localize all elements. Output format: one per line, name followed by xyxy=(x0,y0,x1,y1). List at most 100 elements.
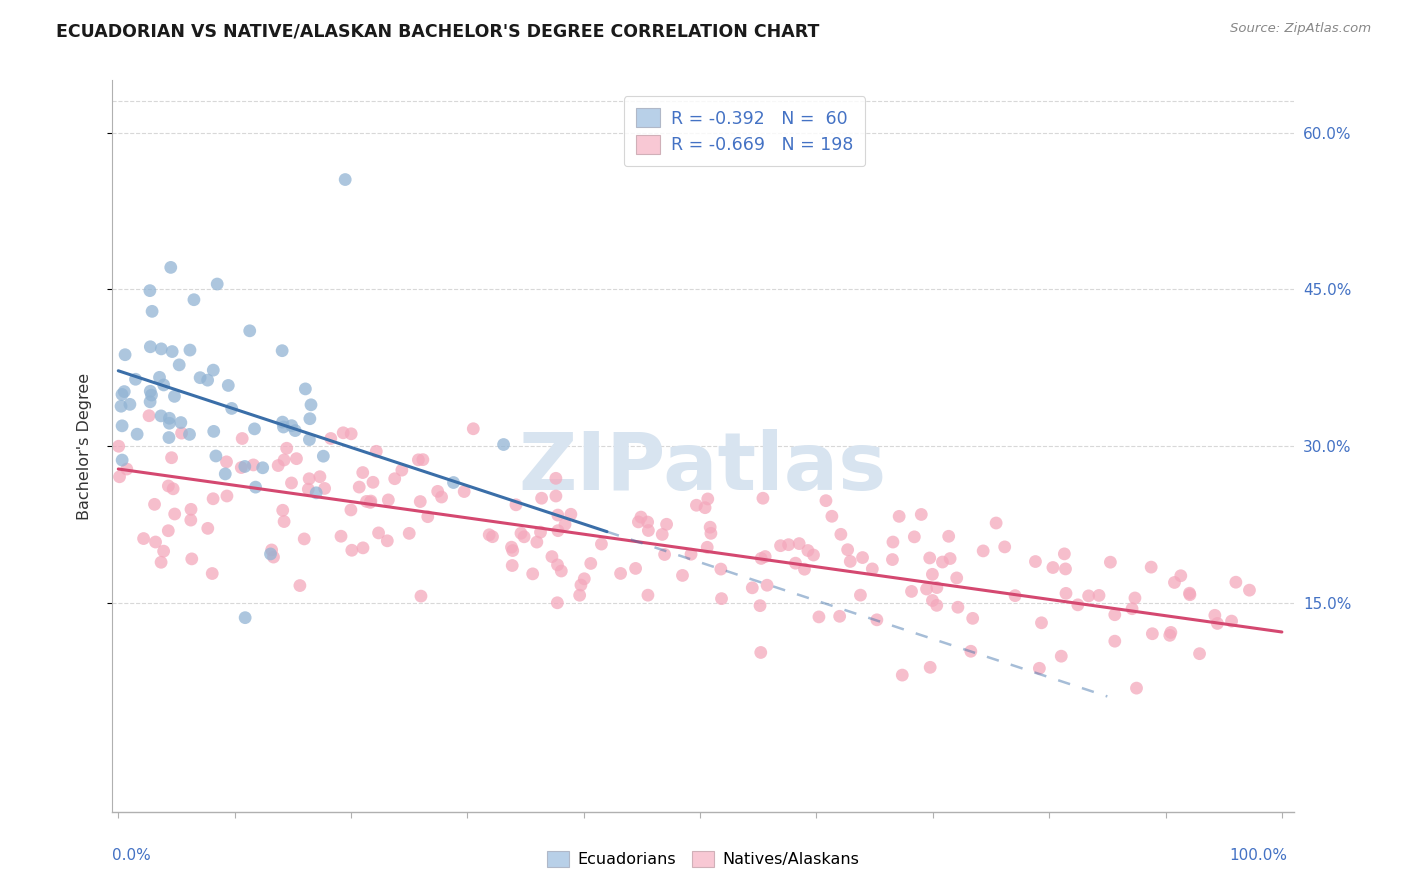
Point xyxy=(349,480,371,494)
Point xyxy=(205,449,228,463)
Point xyxy=(305,485,328,500)
Point xyxy=(787,536,810,550)
Point xyxy=(510,526,533,541)
Point xyxy=(560,508,582,522)
Point xyxy=(797,543,820,558)
Point xyxy=(1140,560,1163,574)
Point xyxy=(233,610,256,624)
Point xyxy=(1220,614,1243,628)
Point xyxy=(118,397,141,411)
Point xyxy=(356,494,378,508)
Point xyxy=(814,493,837,508)
Point xyxy=(837,542,859,557)
Point xyxy=(242,458,264,472)
Point xyxy=(972,544,994,558)
Point xyxy=(110,399,132,413)
Point xyxy=(501,540,523,554)
Point xyxy=(939,551,962,566)
Point xyxy=(547,508,569,522)
Point xyxy=(426,484,449,499)
Point xyxy=(544,489,567,503)
Point xyxy=(1178,588,1201,602)
Point xyxy=(298,411,321,425)
Point xyxy=(1125,681,1147,695)
Point xyxy=(138,409,160,423)
Point xyxy=(526,535,548,549)
Point xyxy=(179,343,201,357)
Point xyxy=(231,432,253,446)
Point xyxy=(1188,647,1211,661)
Point xyxy=(159,260,181,275)
Point xyxy=(568,588,591,602)
Point xyxy=(1239,583,1261,598)
Point xyxy=(700,526,723,541)
Point xyxy=(180,552,202,566)
Point xyxy=(546,596,568,610)
Point xyxy=(179,427,201,442)
Point xyxy=(115,462,138,476)
Point xyxy=(215,489,238,503)
Point xyxy=(340,426,363,441)
Point xyxy=(1104,634,1126,648)
Point xyxy=(111,387,134,401)
Point xyxy=(851,550,873,565)
Point xyxy=(408,453,430,467)
Point xyxy=(139,384,162,399)
Point xyxy=(900,584,922,599)
Point xyxy=(1121,601,1143,615)
Point xyxy=(361,475,384,490)
Point xyxy=(453,484,475,499)
Text: 100.0%: 100.0% xyxy=(1230,848,1288,863)
Point xyxy=(501,558,523,573)
Point xyxy=(807,610,830,624)
Point xyxy=(233,459,256,474)
Point xyxy=(785,556,807,570)
Point xyxy=(778,538,800,552)
Point xyxy=(260,543,283,558)
Point xyxy=(756,578,779,592)
Point xyxy=(554,517,576,532)
Point xyxy=(529,525,551,540)
Point xyxy=(201,566,224,581)
Point xyxy=(749,645,772,659)
Point xyxy=(271,503,294,517)
Point xyxy=(651,527,673,541)
Point xyxy=(1159,628,1181,642)
Point xyxy=(263,550,285,565)
Point xyxy=(637,588,659,602)
Point xyxy=(271,343,294,358)
Point xyxy=(205,277,228,291)
Point xyxy=(221,401,243,416)
Text: Source: ZipAtlas.com: Source: ZipAtlas.com xyxy=(1230,22,1371,36)
Point xyxy=(111,453,134,467)
Point xyxy=(398,526,420,541)
Point xyxy=(803,548,825,562)
Point xyxy=(915,582,938,596)
Point xyxy=(412,452,434,467)
Point xyxy=(754,549,776,564)
Point xyxy=(243,422,266,436)
Point xyxy=(360,494,382,508)
Point xyxy=(150,409,173,423)
Point xyxy=(143,497,166,511)
Point xyxy=(188,370,211,384)
Point xyxy=(710,591,733,606)
Point xyxy=(170,426,193,441)
Point xyxy=(150,342,173,356)
Point xyxy=(925,581,948,595)
Point xyxy=(416,509,439,524)
Point xyxy=(152,378,174,392)
Point xyxy=(1225,575,1247,590)
Point xyxy=(1163,575,1185,590)
Point xyxy=(547,558,569,572)
Point xyxy=(920,660,942,674)
Point xyxy=(167,358,190,372)
Point xyxy=(366,444,388,458)
Point xyxy=(574,572,596,586)
Point xyxy=(377,492,399,507)
Point xyxy=(492,437,515,451)
Point xyxy=(931,555,953,569)
Point xyxy=(124,372,146,386)
Point xyxy=(889,509,911,524)
Point xyxy=(918,551,941,566)
